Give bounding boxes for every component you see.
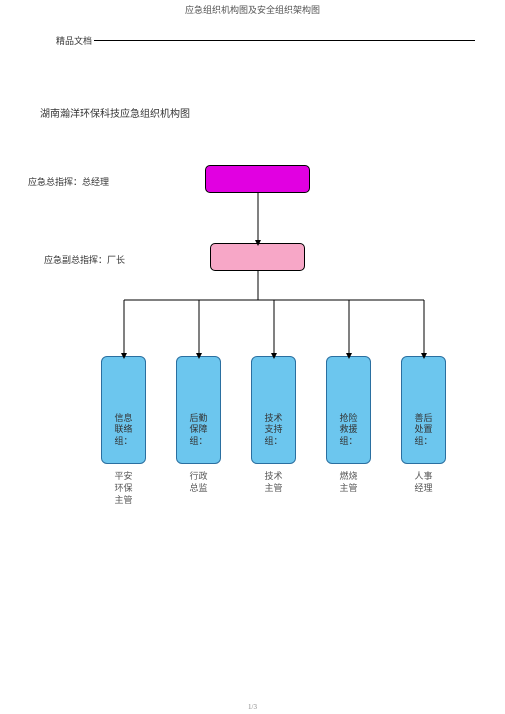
page-footer: 1/3 <box>0 703 505 711</box>
leaf-caption-2: 技术主管 <box>251 470 296 494</box>
leaf-caption-0: 平安环保主管 <box>101 470 146 506</box>
leaf-caption-1: 行政总监 <box>176 470 221 494</box>
leaf-node-2: 技术支持组： <box>251 356 296 464</box>
doc-label-rule: 精品文档 <box>56 40 475 41</box>
page-header: 应急组织机构图及安全组织架构图 <box>0 0 505 16</box>
leaf-node-1: 后勤保障组： <box>176 356 221 464</box>
leaf-node-3: 抢险救援组： <box>326 356 371 464</box>
node-deputy <box>210 243 305 271</box>
label-commander: 应急总指挥：总经理 <box>28 175 109 188</box>
leaf-node-4: 善后处置组： <box>401 356 446 464</box>
node-commander <box>205 165 310 193</box>
leaf-caption-3: 燃烧主管 <box>326 470 371 494</box>
leaf-node-0: 信息联络组： <box>101 356 146 464</box>
page-root: 应急组织机构图及安全组织架构图 精品文档 湖南瀚洋环保科技应急组织机构图 应急总… <box>0 0 505 714</box>
doc-label: 精品文档 <box>56 34 94 47</box>
org-chart-title: 湖南瀚洋环保科技应急组织机构图 <box>40 105 190 120</box>
leaf-caption-4: 人事经理 <box>401 470 446 494</box>
label-deputy: 应急副总指挥：厂长 <box>44 253 125 266</box>
